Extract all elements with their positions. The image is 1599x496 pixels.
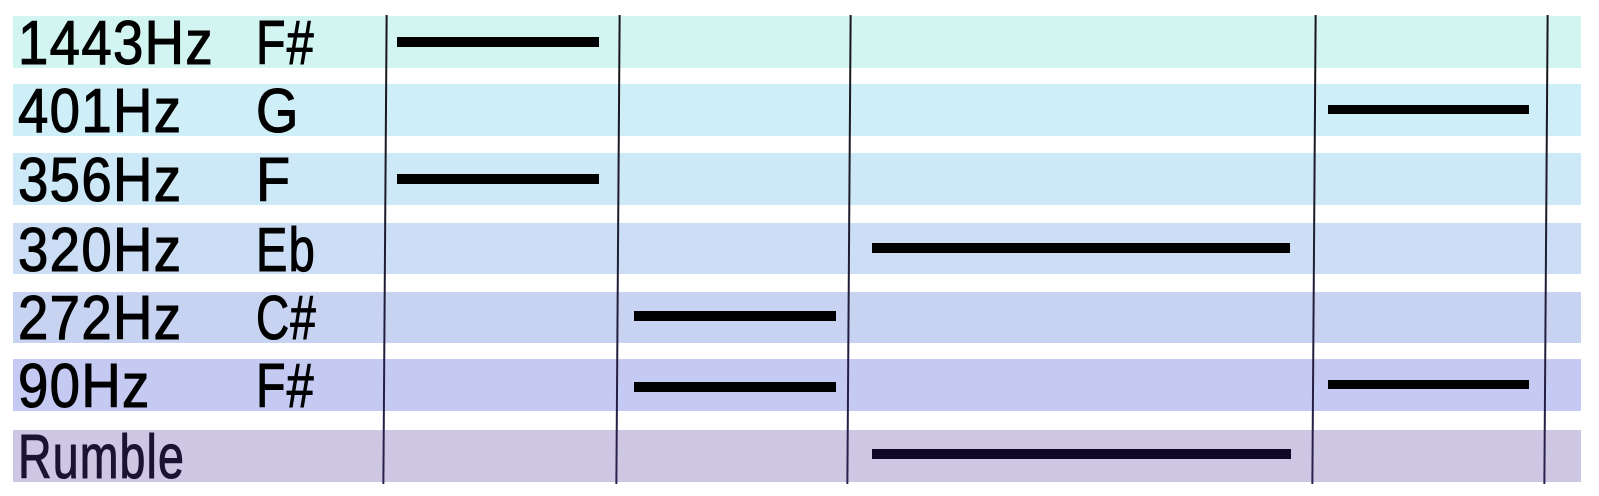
frequency-label-1443hz: 1443Hz xyxy=(18,8,214,78)
note-bar-row6-1 xyxy=(634,382,836,392)
row-band-rumble: Rumble xyxy=(13,422,1581,492)
note-label-g: G xyxy=(256,76,300,146)
frequency-label-401hz: 401Hz xyxy=(18,76,183,146)
frequency-label-90hz: 90Hz xyxy=(18,351,151,421)
note-label-fsharp-1: F# xyxy=(256,8,315,78)
row-band-356hz-f: 356Hz F xyxy=(13,145,1581,215)
note-bar-row1-1 xyxy=(397,37,599,47)
frequency-label-320hz: 320Hz xyxy=(18,215,183,285)
note-label-eb: Eb xyxy=(256,215,316,285)
frequency-label-272hz: 272Hz xyxy=(18,283,183,353)
frequency-label-356hz: 356Hz xyxy=(18,145,183,215)
note-bar-row3-1 xyxy=(397,174,599,184)
row-band-1443hz-fsharp: 1443Hz F# xyxy=(13,8,1581,78)
note-bar-row6-2 xyxy=(1328,380,1529,389)
note-bar-row4-1 xyxy=(872,242,1290,254)
note-label-csharp: C# xyxy=(256,283,317,353)
note-label-f: F xyxy=(256,145,292,215)
note-label-fsharp-2: F# xyxy=(256,351,315,421)
frequency-label-rumble: Rumble xyxy=(18,422,185,492)
row-band-272hz-csharp: 272Hz C# xyxy=(13,283,1581,353)
note-bar-row5-1 xyxy=(634,310,836,321)
row-band-320hz-eb: 320Hz Eb xyxy=(13,215,1581,285)
note-bar-row7-1 xyxy=(872,449,1291,459)
row-band-401hz-g: 401Hz G xyxy=(13,76,1581,146)
note-bar-row2-1 xyxy=(1328,104,1529,114)
